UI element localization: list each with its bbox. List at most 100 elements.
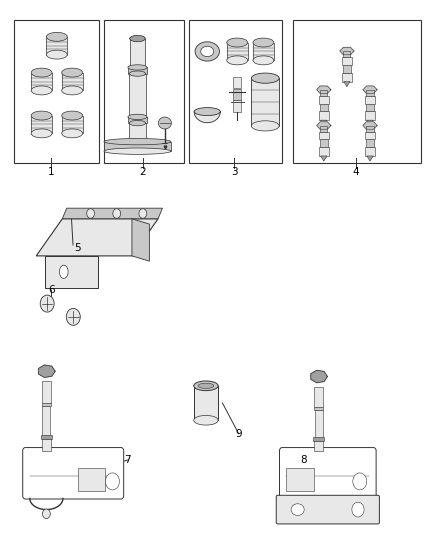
Bar	[314, 441, 323, 451]
Bar	[227, 43, 247, 60]
Ellipse shape	[129, 120, 145, 126]
Bar	[314, 407, 323, 410]
Bar	[42, 406, 50, 435]
Polygon shape	[344, 82, 350, 87]
Bar	[104, 20, 184, 163]
Bar	[42, 439, 51, 451]
Bar	[342, 73, 352, 82]
Ellipse shape	[227, 56, 247, 65]
Polygon shape	[39, 365, 55, 377]
Circle shape	[87, 209, 95, 218]
Ellipse shape	[128, 65, 147, 70]
Ellipse shape	[46, 50, 67, 59]
Ellipse shape	[251, 73, 279, 83]
Polygon shape	[367, 156, 373, 161]
Bar	[31, 116, 52, 133]
Ellipse shape	[194, 415, 218, 425]
Bar	[313, 437, 324, 441]
Polygon shape	[317, 86, 331, 93]
Bar	[319, 111, 329, 120]
Circle shape	[353, 473, 367, 490]
Bar	[233, 77, 241, 88]
Ellipse shape	[291, 504, 304, 515]
Ellipse shape	[62, 111, 83, 120]
Ellipse shape	[31, 86, 52, 95]
Ellipse shape	[104, 148, 171, 155]
Circle shape	[352, 502, 364, 517]
Ellipse shape	[62, 86, 83, 95]
Bar	[104, 142, 171, 151]
Bar	[42, 402, 51, 406]
Polygon shape	[132, 219, 149, 261]
Ellipse shape	[129, 71, 145, 76]
Text: 9: 9	[235, 429, 242, 439]
Bar	[365, 132, 375, 140]
Bar	[343, 51, 350, 57]
Bar	[343, 65, 351, 73]
Bar	[365, 111, 375, 120]
Text: 7: 7	[124, 455, 131, 465]
Ellipse shape	[130, 36, 145, 41]
Bar	[130, 38, 145, 67]
Bar	[365, 147, 375, 156]
Polygon shape	[340, 47, 354, 55]
Text: 5: 5	[74, 243, 81, 253]
Bar	[320, 103, 328, 111]
Circle shape	[106, 473, 120, 490]
Polygon shape	[363, 86, 377, 93]
Bar	[315, 410, 322, 437]
Bar	[366, 103, 374, 111]
Circle shape	[40, 295, 54, 312]
Polygon shape	[194, 111, 220, 123]
Bar	[188, 20, 282, 163]
Polygon shape	[36, 219, 158, 256]
Bar	[233, 100, 241, 111]
Bar	[233, 88, 241, 100]
Ellipse shape	[31, 68, 52, 77]
Polygon shape	[46, 256, 98, 288]
Circle shape	[139, 209, 147, 218]
Ellipse shape	[104, 139, 171, 145]
Bar	[366, 140, 374, 147]
Text: 6: 6	[48, 285, 55, 295]
Bar	[314, 387, 323, 407]
Ellipse shape	[194, 381, 218, 391]
Bar	[14, 20, 99, 163]
Polygon shape	[317, 122, 331, 129]
Text: 4: 4	[353, 167, 360, 177]
Ellipse shape	[253, 56, 274, 65]
Polygon shape	[321, 156, 327, 161]
Bar	[319, 132, 329, 140]
Bar	[42, 381, 51, 402]
Ellipse shape	[31, 111, 52, 120]
Polygon shape	[62, 208, 162, 219]
Polygon shape	[321, 120, 327, 125]
Bar	[320, 140, 328, 147]
Polygon shape	[367, 120, 373, 125]
Bar	[320, 125, 327, 132]
Bar	[78, 468, 105, 490]
Circle shape	[66, 309, 80, 325]
Bar	[365, 96, 375, 103]
Bar	[286, 468, 314, 490]
Bar	[342, 57, 352, 65]
Bar	[128, 67, 147, 74]
Ellipse shape	[60, 265, 68, 278]
Ellipse shape	[198, 383, 214, 389]
Bar	[367, 90, 374, 96]
Text: 1: 1	[48, 167, 55, 177]
Bar	[128, 117, 147, 123]
Ellipse shape	[62, 68, 83, 77]
Text: 8: 8	[300, 455, 307, 465]
Ellipse shape	[130, 35, 145, 42]
Bar	[251, 78, 279, 126]
Bar	[320, 90, 327, 96]
Bar	[293, 20, 421, 163]
FancyBboxPatch shape	[276, 495, 379, 524]
Polygon shape	[311, 370, 327, 383]
Ellipse shape	[201, 46, 214, 56]
Polygon shape	[363, 122, 377, 129]
FancyBboxPatch shape	[279, 448, 376, 499]
Bar	[367, 125, 374, 132]
Text: 2: 2	[140, 167, 146, 177]
